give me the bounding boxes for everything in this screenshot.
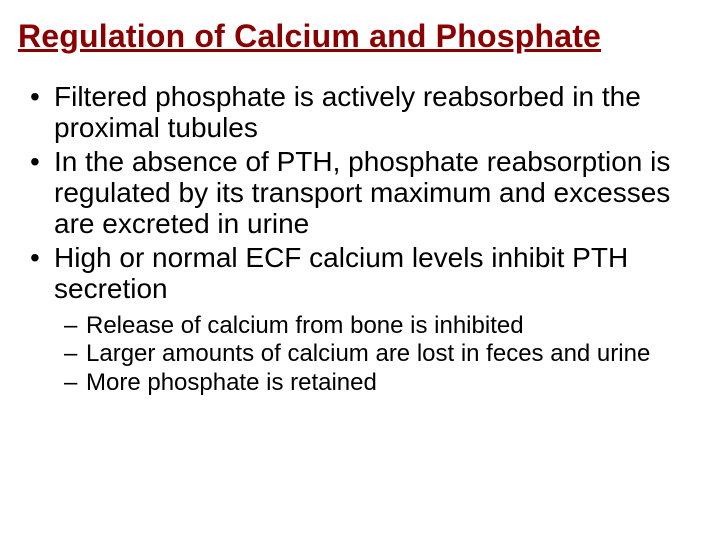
list-item: Release of calcium from bone is inhibite… [64,313,708,340]
list-item: High or normal ECF calcium levels inhibi… [26,242,708,397]
list-item: In the absence of PTH, phosphate reabsor… [26,146,708,240]
bullet-text: High or normal ECF calcium levels inhibi… [54,242,628,304]
bullet-text: Filtered phosphate is actively reabsorbe… [54,81,641,143]
bullet-list: Filtered phosphate is actively reabsorbe… [18,81,708,397]
list-item: More phosphate is retained [64,370,708,397]
sub-bullet-text: Release of calcium from bone is inhibite… [86,312,524,339]
sub-bullet-list: Release of calcium from bone is inhibite… [54,313,708,398]
sub-bullet-text: Larger amounts of calcium are lost in fe… [86,340,650,367]
list-item: Filtered phosphate is actively reabsorbe… [26,81,708,144]
slide: Regulation of Calcium and Phosphate Filt… [0,0,720,540]
page-title: Regulation of Calcium and Phosphate [18,18,708,55]
list-item: Larger amounts of calcium are lost in fe… [64,341,708,368]
sub-bullet-text: More phosphate is retained [86,369,377,396]
bullet-text: In the absence of PTH, phosphate reabsor… [54,146,670,240]
